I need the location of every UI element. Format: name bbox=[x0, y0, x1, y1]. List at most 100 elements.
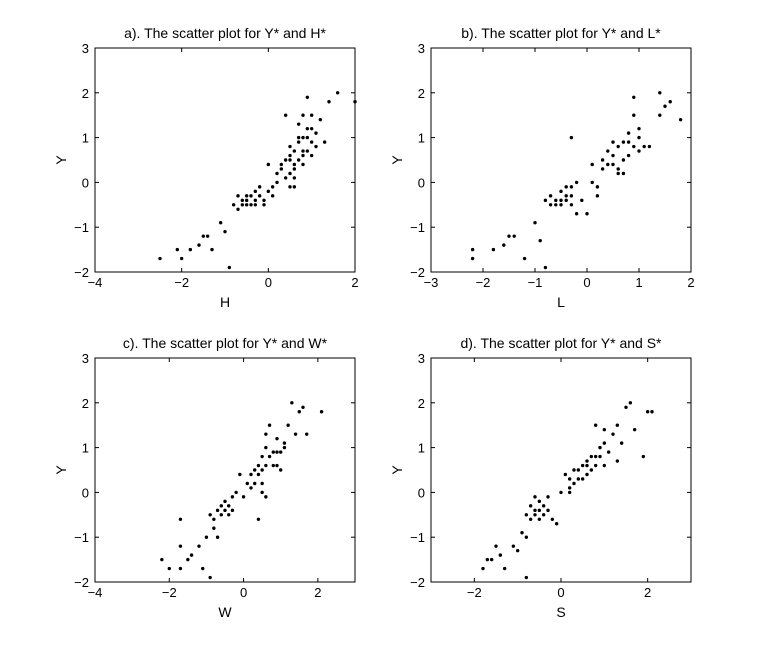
y-tick-label: −2 bbox=[74, 575, 89, 590]
data-point bbox=[598, 445, 602, 450]
y-tick-label: 2 bbox=[418, 396, 425, 411]
data-point bbox=[572, 468, 576, 472]
data-point bbox=[632, 113, 636, 117]
data-point bbox=[253, 203, 258, 207]
data-point bbox=[249, 194, 253, 198]
data-point bbox=[546, 495, 550, 499]
data-point bbox=[245, 481, 249, 486]
data-point bbox=[257, 194, 262, 198]
data-point bbox=[309, 140, 314, 144]
y-tick-label: −2 bbox=[74, 265, 89, 280]
data-point bbox=[292, 162, 297, 167]
data-point bbox=[205, 234, 210, 238]
y-tick-label: 2 bbox=[82, 86, 89, 101]
data-point bbox=[262, 203, 266, 207]
data-point bbox=[611, 153, 615, 158]
data-point bbox=[515, 548, 520, 553]
y-axis-label: Y bbox=[389, 465, 405, 475]
data-point bbox=[240, 203, 245, 207]
data-point bbox=[201, 234, 206, 238]
data-point bbox=[606, 149, 610, 153]
data-point bbox=[208, 513, 212, 517]
data-point bbox=[292, 149, 297, 153]
data-point bbox=[494, 544, 498, 548]
data-point bbox=[266, 162, 271, 167]
data-point bbox=[616, 171, 620, 176]
data-point bbox=[275, 450, 279, 454]
x-tick-label: 0 bbox=[265, 275, 272, 290]
axes-frame bbox=[430, 357, 692, 583]
data-point bbox=[283, 158, 288, 162]
data-point bbox=[585, 212, 589, 216]
data-point bbox=[602, 463, 607, 468]
data-point bbox=[197, 544, 201, 548]
x-tick-label: −4 bbox=[88, 275, 103, 290]
data-point bbox=[564, 185, 568, 189]
data-point bbox=[498, 553, 503, 557]
y-tick-label: 0 bbox=[418, 175, 425, 190]
data-point bbox=[645, 410, 650, 414]
x-tick-label: −2 bbox=[476, 275, 491, 290]
data-point bbox=[602, 441, 607, 445]
data-point bbox=[593, 463, 598, 468]
data-point bbox=[270, 194, 275, 198]
data-point bbox=[288, 185, 292, 189]
data-point bbox=[619, 441, 624, 445]
subplot-title: b). The scatter plot for Y* and L* bbox=[461, 25, 661, 41]
data-point bbox=[502, 243, 506, 247]
y-tick-label: 1 bbox=[418, 441, 425, 456]
data-point bbox=[576, 468, 581, 472]
data-point bbox=[470, 247, 475, 252]
data-point bbox=[305, 135, 310, 140]
data-point bbox=[576, 477, 581, 481]
y-tick-label: −1 bbox=[74, 530, 89, 545]
data-point bbox=[595, 185, 600, 189]
data-point bbox=[572, 481, 576, 486]
data-point bbox=[602, 427, 607, 432]
data-point bbox=[301, 162, 305, 167]
data-point bbox=[215, 535, 220, 539]
data-point bbox=[533, 495, 537, 499]
data-point bbox=[301, 113, 305, 117]
data-point bbox=[606, 162, 610, 167]
data-point bbox=[288, 171, 292, 176]
data-point bbox=[253, 468, 257, 472]
data-point bbox=[569, 135, 574, 140]
data-point bbox=[296, 140, 301, 144]
data-point bbox=[470, 256, 475, 261]
data-point bbox=[267, 423, 272, 427]
data-point bbox=[271, 450, 275, 454]
data-point bbox=[481, 566, 485, 571]
x-tick-label: 2 bbox=[351, 275, 358, 290]
data-point bbox=[564, 198, 568, 203]
data-point bbox=[335, 91, 340, 95]
data-point bbox=[616, 167, 620, 171]
data-point bbox=[554, 198, 558, 203]
x-axis-label: W bbox=[218, 604, 232, 620]
data-point bbox=[567, 486, 572, 490]
subplot-title: d). The scatter plot for Y* and S* bbox=[460, 335, 662, 351]
y-tick-label: 3 bbox=[82, 41, 89, 56]
data-point bbox=[223, 499, 227, 504]
y-tick-label: 3 bbox=[418, 351, 425, 366]
data-point bbox=[279, 468, 283, 472]
data-point bbox=[621, 158, 626, 162]
y-tick-label: −1 bbox=[410, 220, 425, 235]
data-point bbox=[554, 522, 559, 526]
data-point bbox=[286, 423, 290, 427]
data-point bbox=[600, 167, 605, 171]
data-point bbox=[288, 153, 292, 158]
data-point bbox=[580, 463, 585, 468]
data-point bbox=[260, 468, 264, 472]
data-point bbox=[270, 185, 275, 189]
data-point bbox=[256, 472, 261, 477]
x-tick-label: −2 bbox=[467, 585, 482, 600]
data-point bbox=[219, 504, 223, 508]
data-point bbox=[615, 423, 620, 427]
data-point bbox=[301, 153, 305, 158]
y-tick-label: 2 bbox=[418, 86, 425, 101]
data-point bbox=[678, 117, 683, 122]
subplot-title: c). The scatter plot for Y* and W* bbox=[123, 335, 328, 351]
data-point bbox=[197, 243, 201, 247]
data-point bbox=[559, 203, 563, 207]
